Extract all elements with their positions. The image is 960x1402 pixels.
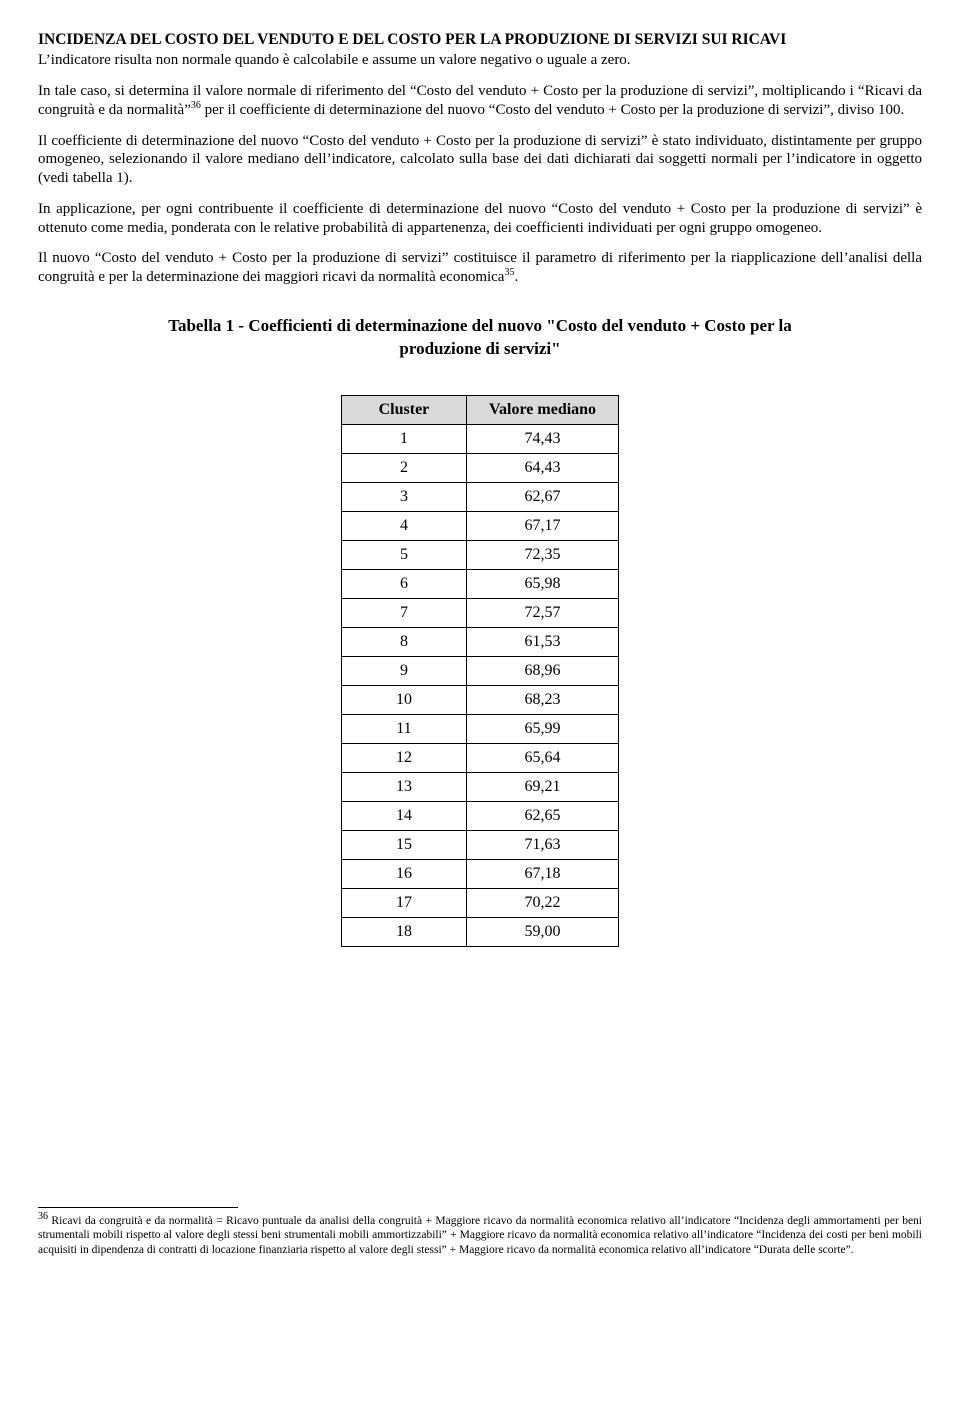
cell-valore: 67,17 (466, 511, 618, 540)
paragraph-4: In applicazione, per ogni contribuente i… (38, 200, 922, 238)
paragraph-5a: Il nuovo “Costo del venduto + Costo per … (38, 250, 922, 285)
cell-valore: 72,57 (466, 598, 618, 627)
table-row: 665,98 (341, 569, 618, 598)
cell-cluster: 13 (341, 772, 466, 801)
cell-valore: 65,98 (466, 569, 618, 598)
cell-valore: 65,99 (466, 714, 618, 743)
cell-valore: 71,63 (466, 830, 618, 859)
cell-cluster: 5 (341, 540, 466, 569)
cell-valore: 59,00 (466, 917, 618, 946)
paragraph-3: Il coefficiente di determinazione del nu… (38, 132, 922, 188)
table-row: 1068,23 (341, 685, 618, 714)
footnote-marker: 36 (38, 1211, 48, 1222)
footnote-36: 36 Ricavi da congruità e da normalità = … (38, 1214, 922, 1257)
cell-cluster: 17 (341, 888, 466, 917)
table-row: 861,53 (341, 627, 618, 656)
paragraph-5b: . (514, 269, 518, 285)
cell-cluster: 2 (341, 453, 466, 482)
paragraph-1: L’indicatore risulta non normale quando … (38, 51, 922, 70)
cell-valore: 65,64 (466, 743, 618, 772)
table-row: 1667,18 (341, 859, 618, 888)
paragraph-5: Il nuovo “Costo del venduto + Costo per … (38, 249, 922, 287)
table-row: 772,57 (341, 598, 618, 627)
cell-valore: 64,43 (466, 453, 618, 482)
footnote-separator (38, 1207, 238, 1208)
cell-cluster: 6 (341, 569, 466, 598)
footnote-ref-35: 35 (504, 267, 514, 278)
cell-valore: 62,67 (466, 482, 618, 511)
table-row: 968,96 (341, 656, 618, 685)
table-row: 1859,00 (341, 917, 618, 946)
cell-valore: 74,43 (466, 424, 618, 453)
cell-cluster: 16 (341, 859, 466, 888)
cell-cluster: 3 (341, 482, 466, 511)
table-row: 467,17 (341, 511, 618, 540)
cell-cluster: 8 (341, 627, 466, 656)
coefficients-table: Cluster Valore mediano 174,43264,43362,6… (341, 395, 619, 947)
paragraph-2: In tale caso, si determina il valore nor… (38, 82, 922, 120)
section-heading: INCIDENZA DEL COSTO DEL VENDUTO E DEL CO… (38, 30, 922, 49)
table-header-row: Cluster Valore mediano (341, 395, 618, 424)
table-title: Tabella 1 - Coefficienti di determinazio… (130, 315, 830, 361)
table-row: 1770,22 (341, 888, 618, 917)
cell-cluster: 10 (341, 685, 466, 714)
table-header-cluster: Cluster (341, 395, 466, 424)
cell-cluster: 7 (341, 598, 466, 627)
table-row: 1265,64 (341, 743, 618, 772)
table-row: 264,43 (341, 453, 618, 482)
cell-cluster: 12 (341, 743, 466, 772)
cell-cluster: 14 (341, 801, 466, 830)
cell-valore: 68,96 (466, 656, 618, 685)
footnote-text: Ricavi da congruità e da normalità = Ric… (38, 1215, 922, 1256)
cell-cluster: 4 (341, 511, 466, 540)
paragraph-2b: per il coefficiente di determinazione de… (201, 102, 904, 118)
cell-valore: 69,21 (466, 772, 618, 801)
cell-cluster: 11 (341, 714, 466, 743)
cell-valore: 62,65 (466, 801, 618, 830)
table-row: 1462,65 (341, 801, 618, 830)
footnote-ref-36: 36 (191, 100, 201, 111)
table-header-valore: Valore mediano (466, 395, 618, 424)
cell-cluster: 15 (341, 830, 466, 859)
table-row: 362,67 (341, 482, 618, 511)
cell-valore: 67,18 (466, 859, 618, 888)
cell-valore: 68,23 (466, 685, 618, 714)
table-row: 1369,21 (341, 772, 618, 801)
cell-cluster: 1 (341, 424, 466, 453)
cell-valore: 72,35 (466, 540, 618, 569)
table-row: 572,35 (341, 540, 618, 569)
cell-cluster: 18 (341, 917, 466, 946)
cell-cluster: 9 (341, 656, 466, 685)
cell-valore: 70,22 (466, 888, 618, 917)
cell-valore: 61,53 (466, 627, 618, 656)
table-row: 1571,63 (341, 830, 618, 859)
table-row: 1165,99 (341, 714, 618, 743)
table-row: 174,43 (341, 424, 618, 453)
